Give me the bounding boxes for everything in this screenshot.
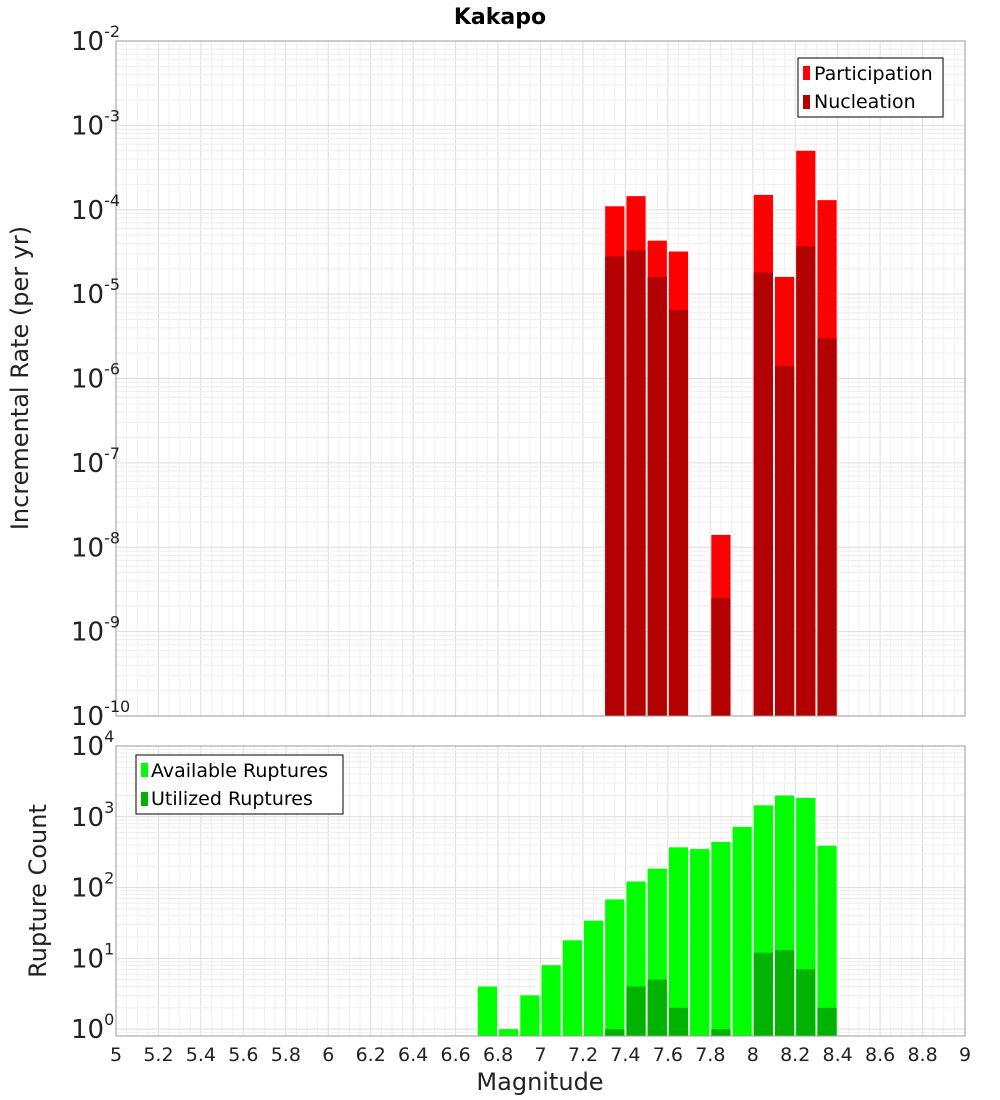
top-bar-nucleation — [796, 246, 816, 716]
bottom-bar-utilized-ruptures — [626, 986, 646, 1036]
x-ticks: 5 5.2 5.4 5.6 5.8 6 6.2 6.4 6.6 6.8 7 7.2 7.4 7.6 7.8 8… — [110, 1044, 971, 1066]
x-axis-label: Magnitude — [476, 1068, 603, 1096]
top-y-tick-label: 10-8 — [71, 528, 120, 563]
x-tick-label: 6.8 — [483, 1044, 513, 1066]
top-y-tick-label: 10-4 — [71, 191, 120, 226]
top-y-tick-label: 10-6 — [71, 360, 120, 395]
top-y-ticks: 10-10 10-9 10-8 10-7 10-6 10-5 10-4 10-3 10-2 — [71, 22, 130, 732]
top-y-tick-label: 10-7 — [71, 444, 120, 479]
legend-label-utilized: Utilized Ruptures — [151, 788, 313, 810]
x-tick-label: 7.8 — [695, 1044, 725, 1066]
bottom-bars — [477, 795, 837, 1036]
x-tick-label: 5.8 — [271, 1044, 301, 1066]
bottom-legend-box — [135, 754, 344, 815]
bottom-bar-available-ruptures — [562, 940, 582, 1036]
x-tick-label: 8.2 — [780, 1044, 810, 1066]
top-y-tick-label: 10-2 — [71, 22, 120, 57]
bottom-bar-utilized-ruptures — [817, 1007, 837, 1036]
top-legend: Participation Nucleation — [797, 57, 944, 118]
x-tick-label: 6.2 — [356, 1044, 386, 1066]
bottom-bar-available-ruptures — [541, 965, 561, 1036]
bottom-bar-available-ruptures — [605, 899, 625, 1036]
top-bar-nucleation — [817, 338, 837, 716]
top-bars — [605, 150, 837, 717]
bottom-bar-available-ruptures — [711, 842, 731, 1036]
top-y-axis-label: Incremental Rate (per yr) — [6, 226, 34, 530]
legend-swatch-nucleation — [803, 95, 810, 109]
legend-label-available: Available Ruptures — [151, 760, 328, 782]
bottom-legend: Available Ruptures Utilized Ruptures — [135, 754, 344, 815]
x-tick-label: 5 — [110, 1044, 122, 1066]
x-tick-label: 7.2 — [568, 1044, 598, 1066]
bottom-bar-available-ruptures — [583, 920, 604, 1036]
x-tick-label: 8.6 — [865, 1044, 895, 1066]
x-tick-label: 6 — [322, 1044, 334, 1066]
x-tick-label: 9 — [959, 1044, 971, 1066]
bottom-bar-available-ruptures — [520, 995, 540, 1036]
bottom-y-tick-label: 102 — [71, 869, 114, 904]
x-tick-label: 5.6 — [228, 1044, 258, 1066]
x-tick-label: 6.6 — [440, 1044, 470, 1066]
bottom-y-tick-label: 101 — [71, 939, 114, 974]
bottom-bar-utilized-ruptures — [668, 1007, 689, 1036]
bottom-bar-available-ruptures — [499, 1029, 519, 1036]
x-tick-label: 7.4 — [610, 1044, 640, 1066]
bottom-bar-utilized-ruptures — [796, 969, 816, 1036]
x-tick-label: 7 — [534, 1044, 546, 1066]
x-tick-label: 6.4 — [398, 1044, 428, 1066]
top-y-tick-label: 10-10 — [71, 697, 130, 732]
top-legend-box — [797, 57, 944, 118]
top-y-tick-label: 10-9 — [71, 613, 120, 648]
bottom-bar-available-ruptures — [732, 826, 752, 1036]
top-grid — [115, 41, 966, 717]
top-bar-nucleation — [626, 250, 646, 717]
bottom-bar-utilized-ruptures — [647, 979, 667, 1036]
x-tick-label: 5.2 — [143, 1044, 173, 1066]
top-bar-nucleation — [647, 276, 667, 716]
legend-label-participation: Participation — [814, 63, 933, 85]
bottom-bar-utilized-ruptures — [711, 1029, 731, 1036]
top-y-tick-label: 10-3 — [71, 106, 120, 141]
x-tick-label: 8.8 — [907, 1044, 937, 1066]
bottom-y-ticks: 100 101 102 103 104 — [71, 727, 114, 1045]
bottom-y-axis-label: Rupture Count — [24, 804, 52, 978]
x-tick-label: 8.4 — [823, 1044, 853, 1066]
top-bar-nucleation — [668, 309, 689, 716]
legend-label-nucleation: Nucleation — [814, 91, 916, 113]
bottom-bar-utilized-ruptures — [605, 1029, 625, 1036]
bottom-bar-available-ruptures — [817, 845, 837, 1036]
x-tick-label: 8 — [747, 1044, 759, 1066]
bottom-bar-available-ruptures — [477, 986, 498, 1036]
top-bar-nucleation — [711, 598, 731, 716]
legend-swatch-available — [141, 763, 148, 777]
top-bar-nucleation — [753, 272, 773, 716]
top-plot-frame — [115, 40, 966, 717]
bottom-bar-utilized-ruptures — [774, 950, 795, 1036]
legend-swatch-utilized — [141, 792, 148, 806]
bottom-plot-frame — [115, 745, 966, 1037]
top-bar-nucleation — [774, 366, 795, 716]
bottom-bar-utilized-ruptures — [753, 952, 773, 1036]
x-tick-label: 5.4 — [186, 1044, 216, 1066]
bottom-y-tick-label: 103 — [71, 798, 114, 833]
top-y-tick-label: 10-5 — [71, 275, 120, 310]
bottom-bar-available-ruptures — [690, 849, 710, 1036]
legend-swatch-participation — [803, 66, 810, 80]
x-tick-label: 7.6 — [653, 1044, 683, 1066]
bottom-bar-available-ruptures — [668, 847, 689, 1036]
bottom-y-tick-label: 104 — [71, 727, 114, 762]
bottom-y-tick-label: 100 — [71, 1010, 114, 1045]
top-bar-nucleation — [605, 256, 625, 716]
chart-title: Kakapo — [454, 5, 546, 30]
